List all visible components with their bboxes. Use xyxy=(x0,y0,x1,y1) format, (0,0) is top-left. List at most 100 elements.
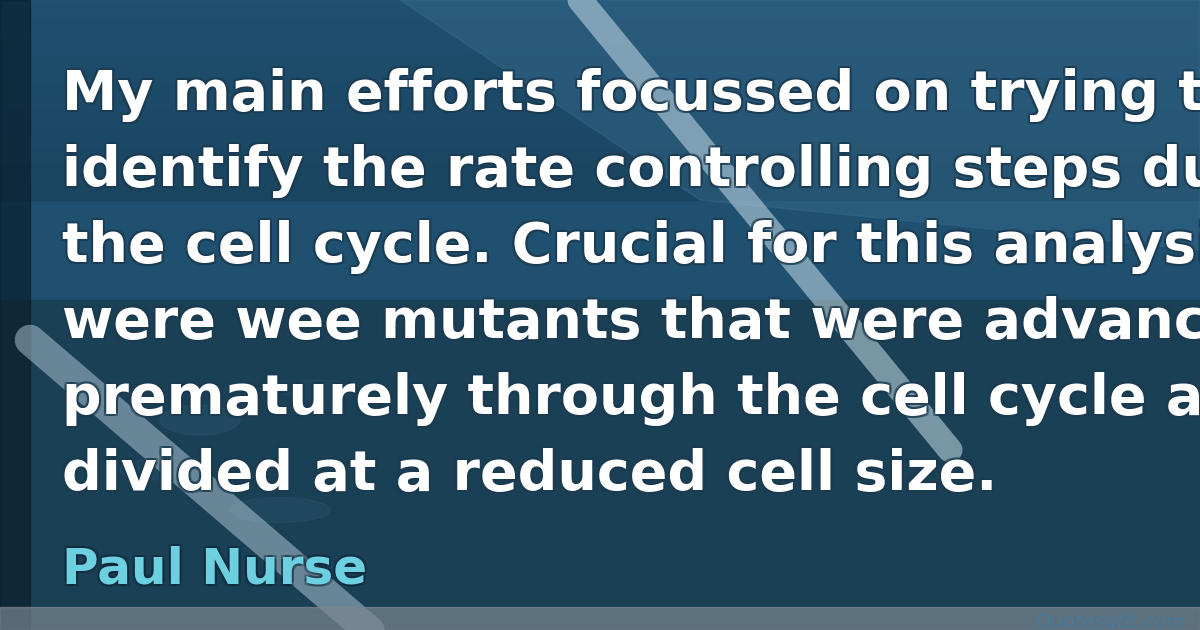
Bar xyxy=(0,145,1200,150)
Bar xyxy=(0,25,1200,30)
Bar xyxy=(0,65,1200,70)
Text: were wee mutants that were advanced: were wee mutants that were advanced xyxy=(62,298,1200,352)
Bar xyxy=(0,125,1200,130)
Bar xyxy=(0,95,1200,100)
Text: My main efforts focussed on trying to: My main efforts focussed on trying to xyxy=(60,68,1200,122)
Text: Paul Nurse: Paul Nurse xyxy=(60,544,365,592)
Bar xyxy=(0,90,1200,95)
Text: divided at a reduced cell size.: divided at a reduced cell size. xyxy=(64,448,1000,502)
Text: identify the rate controlling steps during: identify the rate controlling steps duri… xyxy=(62,142,1200,196)
Text: the cell cycle. Crucial for this analysis: the cell cycle. Crucial for this analysi… xyxy=(64,218,1200,272)
Bar xyxy=(0,607,1200,630)
Text: identify the rate controlling steps during: identify the rate controlling steps duri… xyxy=(60,146,1200,200)
Text: were wee mutants that were advanced: were wee mutants that were advanced xyxy=(64,296,1200,350)
Bar xyxy=(0,10,1200,15)
Text: identify the rate controlling steps during: identify the rate controlling steps duri… xyxy=(64,142,1200,196)
Bar xyxy=(0,5,1200,10)
Text: the cell cycle. Crucial for this analysis: the cell cycle. Crucial for this analysi… xyxy=(64,220,1200,274)
Ellipse shape xyxy=(120,460,180,480)
Bar xyxy=(0,55,1200,60)
Text: divided at a reduced cell size.: divided at a reduced cell size. xyxy=(64,450,1000,504)
Text: My main efforts focussed on trying to: My main efforts focussed on trying to xyxy=(60,70,1200,124)
Bar xyxy=(0,85,1200,90)
Text: divided at a reduced cell size.: divided at a reduced cell size. xyxy=(60,450,995,504)
Text: the cell cycle. Crucial for this analysis: the cell cycle. Crucial for this analysi… xyxy=(64,222,1200,276)
Bar xyxy=(0,300,1200,630)
Text: prematurely through the cell cycle and so: prematurely through the cell cycle and s… xyxy=(60,374,1200,428)
Text: prematurely through the cell cycle and so: prematurely through the cell cycle and s… xyxy=(62,374,1200,428)
Bar xyxy=(0,135,1200,140)
Text: divided at a reduced cell size.: divided at a reduced cell size. xyxy=(60,446,995,500)
Bar xyxy=(0,45,1200,50)
Bar xyxy=(0,120,1200,125)
Text: Paul Nurse: Paul Nurse xyxy=(64,544,370,592)
Text: were wee mutants that were advanced: were wee mutants that were advanced xyxy=(62,296,1200,350)
Bar xyxy=(0,60,1200,65)
Bar xyxy=(0,105,1200,110)
Bar xyxy=(0,175,1200,180)
Text: were wee mutants that were advanced: were wee mutants that were advanced xyxy=(60,296,1200,350)
Bar xyxy=(0,165,1200,170)
Text: prematurely through the cell cycle and so: prematurely through the cell cycle and s… xyxy=(60,370,1200,424)
Text: My main efforts focussed on trying to: My main efforts focussed on trying to xyxy=(62,68,1200,122)
Text: My main efforts focussed on trying to: My main efforts focussed on trying to xyxy=(62,66,1200,120)
Polygon shape xyxy=(400,0,1200,250)
Text: identify the rate controlling steps during: identify the rate controlling steps duri… xyxy=(62,146,1200,200)
Text: My main efforts focussed on trying to: My main efforts focussed on trying to xyxy=(64,68,1200,122)
Bar xyxy=(0,70,1200,75)
Text: My main efforts focussed on trying to: My main efforts focussed on trying to xyxy=(60,66,1200,120)
Ellipse shape xyxy=(286,380,355,400)
Bar xyxy=(0,180,1200,185)
Bar xyxy=(0,130,1200,135)
Text: identify the rate controlling steps during: identify the rate controlling steps duri… xyxy=(64,146,1200,200)
Text: the cell cycle. Crucial for this analysis: the cell cycle. Crucial for this analysi… xyxy=(62,222,1200,276)
Text: divided at a reduced cell size.: divided at a reduced cell size. xyxy=(64,446,1000,500)
Text: were wee mutants that were advanced: were wee mutants that were advanced xyxy=(60,294,1200,348)
Bar xyxy=(0,30,1200,35)
Bar xyxy=(0,40,1200,45)
Text: prematurely through the cell cycle and so: prematurely through the cell cycle and s… xyxy=(64,372,1200,426)
Bar xyxy=(0,155,1200,160)
Bar xyxy=(0,150,1200,155)
Bar xyxy=(0,100,1200,105)
Bar xyxy=(0,20,1200,25)
Text: the cell cycle. Crucial for this analysis: the cell cycle. Crucial for this analysi… xyxy=(60,218,1200,272)
Text: prematurely through the cell cycle and so: prematurely through the cell cycle and s… xyxy=(64,370,1200,424)
Text: prematurely through the cell cycle and so: prematurely through the cell cycle and s… xyxy=(60,372,1200,426)
Bar xyxy=(0,185,1200,190)
Text: My main efforts focussed on trying to: My main efforts focussed on trying to xyxy=(62,70,1200,124)
Bar xyxy=(0,170,1200,175)
Text: prematurely through the cell cycle and so: prematurely through the cell cycle and s… xyxy=(62,370,1200,424)
Text: Paul Nurse: Paul Nurse xyxy=(64,548,370,596)
Bar xyxy=(0,190,1200,195)
Text: Paul Nurse: Paul Nurse xyxy=(60,548,365,596)
Text: divided at a reduced cell size.: divided at a reduced cell size. xyxy=(60,448,995,502)
Bar xyxy=(0,110,1200,115)
Bar xyxy=(0,0,30,630)
Text: identify the rate controlling steps during: identify the rate controlling steps duri… xyxy=(60,142,1200,196)
Text: Paul Nurse: Paul Nurse xyxy=(62,546,367,594)
Bar xyxy=(0,160,1200,165)
Text: prematurely through the cell cycle and so: prematurely through the cell cycle and s… xyxy=(64,374,1200,428)
Bar xyxy=(0,140,1200,145)
Bar xyxy=(0,195,1200,200)
Text: the cell cycle. Crucial for this analysis: the cell cycle. Crucial for this analysi… xyxy=(60,222,1200,276)
Text: My main efforts focussed on trying to: My main efforts focussed on trying to xyxy=(64,70,1200,124)
Text: identify the rate controlling steps during: identify the rate controlling steps duri… xyxy=(64,144,1200,198)
Ellipse shape xyxy=(160,405,240,435)
Text: My main efforts focussed on trying to: My main efforts focussed on trying to xyxy=(64,66,1200,120)
Text: the cell cycle. Crucial for this analysis: the cell cycle. Crucial for this analysi… xyxy=(62,220,1200,274)
Bar xyxy=(0,15,1200,20)
Text: divided at a reduced cell size.: divided at a reduced cell size. xyxy=(62,448,997,502)
Text: prematurely through the cell cycle and so: prematurely through the cell cycle and s… xyxy=(62,372,1200,426)
Bar xyxy=(0,0,1200,5)
Text: identify the rate controlling steps during: identify the rate controlling steps duri… xyxy=(62,144,1200,198)
Text: the cell cycle. Crucial for this analysis: the cell cycle. Crucial for this analysi… xyxy=(60,220,1200,274)
Bar xyxy=(0,50,1200,55)
Text: were wee mutants that were advanced: were wee mutants that were advanced xyxy=(62,294,1200,348)
Text: Quotesdtb.com: Quotesdtb.com xyxy=(1036,612,1186,630)
Text: identify the rate controlling steps during: identify the rate controlling steps duri… xyxy=(60,144,1200,198)
Bar xyxy=(0,35,1200,40)
Bar xyxy=(0,115,1200,120)
Text: divided at a reduced cell size.: divided at a reduced cell size. xyxy=(62,446,997,500)
